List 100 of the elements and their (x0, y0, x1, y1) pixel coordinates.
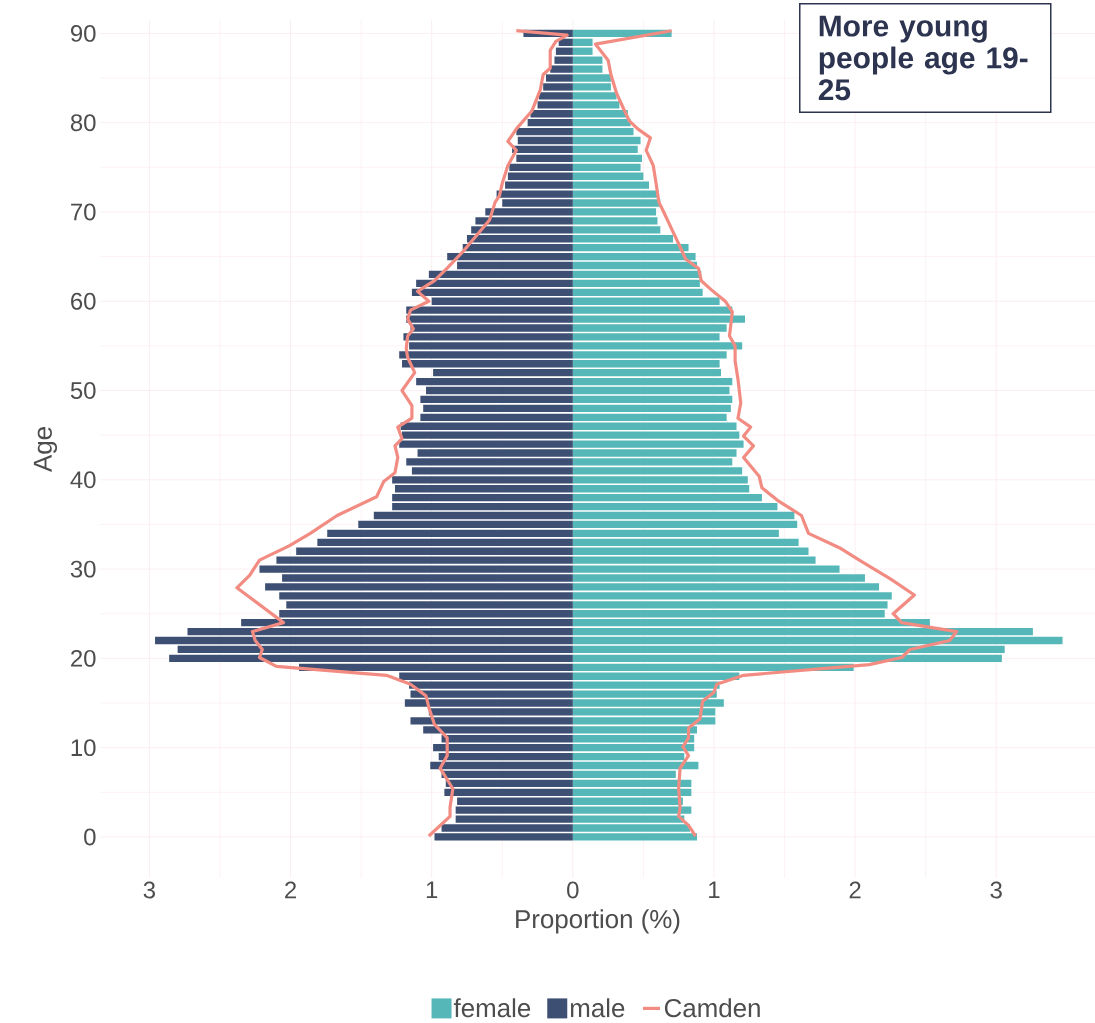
bar (516, 154, 573, 163)
bar (441, 770, 573, 779)
bar (572, 270, 702, 279)
bar (155, 636, 573, 645)
bar (445, 779, 573, 788)
bar (572, 413, 727, 421)
bar (420, 395, 573, 404)
bar (512, 145, 573, 154)
bar (507, 172, 573, 180)
bar (572, 627, 1033, 636)
y-tick-label: 50 (70, 382, 96, 399)
bar (169, 654, 573, 663)
bar (394, 485, 573, 493)
bar (572, 145, 638, 154)
bar (433, 369, 573, 377)
bar (572, 110, 628, 118)
bar (572, 235, 674, 243)
bar (177, 645, 573, 654)
bar (373, 511, 573, 520)
bar (572, 494, 762, 502)
bar (572, 485, 750, 493)
bar (572, 618, 930, 627)
bar (572, 529, 779, 538)
bar (572, 404, 731, 413)
y-tick-label: 70 (71, 203, 96, 221)
bar (572, 136, 641, 145)
bar (416, 279, 573, 288)
bar (431, 297, 573, 305)
bar (466, 235, 573, 243)
y-axis-title: Age (33, 427, 58, 472)
bar (411, 288, 573, 296)
bar (572, 752, 685, 761)
bar (317, 538, 573, 546)
x-tick-label: 3 (990, 881, 1002, 899)
bar (572, 654, 1002, 663)
bar (299, 663, 573, 671)
bar (426, 386, 573, 395)
x-tick-label: 0 (567, 881, 579, 899)
bar (572, 761, 699, 770)
bar (527, 119, 573, 127)
bar (438, 752, 573, 761)
annotation: More young people age 19-25 (818, 15, 1028, 101)
bar (572, 47, 593, 55)
bar (516, 127, 573, 136)
x-tick-label: 1 (709, 881, 720, 898)
bar (457, 261, 573, 270)
bar (572, 636, 1063, 645)
bar (416, 377, 573, 386)
bar (327, 529, 573, 538)
bar (444, 788, 573, 796)
bar (187, 627, 573, 636)
bar (572, 154, 642, 163)
bar (572, 119, 631, 127)
bar (572, 610, 885, 618)
bar (572, 645, 1005, 654)
y-tick-label: 90 (71, 24, 96, 42)
x-tick-label: 2 (849, 881, 861, 899)
bar (433, 743, 573, 752)
bar (572, 511, 795, 520)
y-tick-label: 60 (71, 292, 96, 310)
bar (572, 261, 698, 270)
x-tick-label: 2 (285, 881, 296, 899)
bar (241, 618, 573, 627)
bar (572, 502, 778, 511)
legend-label: female (453, 998, 531, 1018)
y-tick-label: 40 (70, 471, 96, 489)
bar (279, 610, 573, 618)
bar (358, 520, 573, 529)
bar (441, 735, 573, 743)
bar (555, 47, 573, 55)
bar (572, 743, 695, 752)
bar (572, 386, 730, 395)
bar (572, 395, 733, 404)
bar (572, 288, 703, 296)
y-tick-label: 0 (84, 828, 96, 846)
x-tick-label: 3 (143, 881, 155, 899)
bar (572, 735, 695, 743)
legend-label: Camden (664, 998, 760, 1018)
bar (428, 270, 573, 279)
bar (402, 360, 573, 368)
bar (572, 279, 700, 288)
bar (572, 244, 689, 252)
bar (572, 127, 634, 136)
bar (530, 110, 573, 118)
bar (423, 404, 573, 413)
bar (392, 494, 573, 502)
bar (572, 520, 798, 529)
bar (572, 172, 644, 180)
bar (572, 779, 692, 788)
bar (572, 770, 676, 779)
bar (462, 244, 573, 252)
bar (572, 38, 593, 46)
bar (447, 252, 573, 261)
bar (420, 413, 573, 421)
bar (572, 369, 721, 377)
bar (392, 502, 573, 511)
y-tick-label: 30 (70, 560, 96, 578)
bar (572, 252, 696, 261)
y-tick-label: 10 (71, 739, 96, 757)
bar (572, 163, 641, 171)
